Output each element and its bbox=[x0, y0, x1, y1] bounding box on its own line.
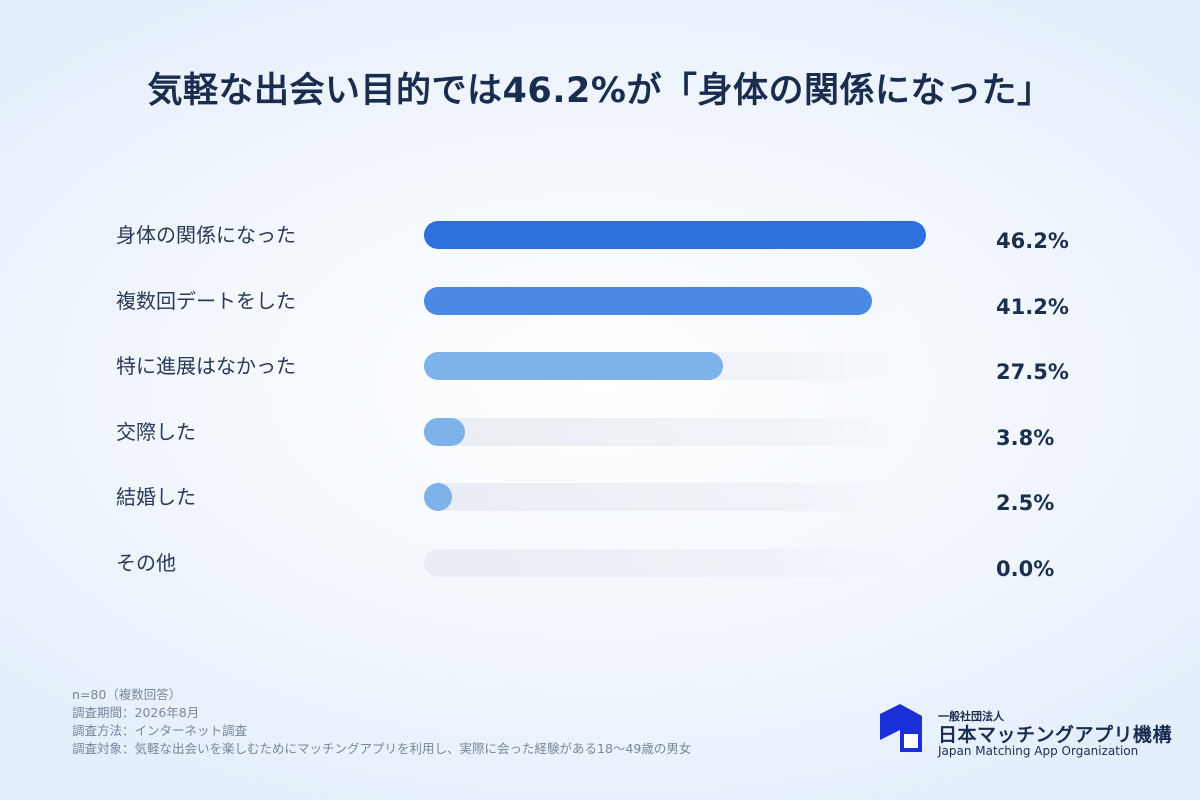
category-label: 複数回デートをした bbox=[116, 288, 296, 313]
survey-notes: n=80（複数回答） 調査期間：2026年8月 調査方法：インターネット調査 調… bbox=[72, 686, 691, 758]
note-survey-method: 調査方法：インターネット調査 bbox=[72, 723, 248, 738]
data-label: 3.8% bbox=[996, 425, 1055, 450]
data-label: 46.2% bbox=[996, 229, 1069, 253]
bar bbox=[424, 221, 926, 249]
logo-english-name: Japan Matching App Organization bbox=[938, 744, 1139, 758]
note-survey-target: 調査対象：気軽な出会いを楽しむためにマッチングアプリを利用し、実際に会った経験が… bbox=[72, 741, 692, 756]
bar bbox=[424, 483, 452, 512]
logo-name: 日本マッチングアプリ機構 bbox=[938, 724, 1173, 746]
category-label: その他 bbox=[116, 551, 176, 575]
bar bbox=[424, 417, 466, 446]
logo-subtitle: 一般社団法人 bbox=[938, 710, 1004, 723]
category-label: 身体の関係になった bbox=[116, 223, 296, 247]
category-label: 交際した bbox=[116, 419, 196, 444]
bar bbox=[424, 352, 723, 381]
note-sample-size: n=80（複数回答） bbox=[72, 687, 182, 702]
data-label: 41.2% bbox=[996, 294, 1069, 319]
category-label: 結婚した bbox=[116, 485, 196, 510]
bar-track bbox=[424, 549, 904, 577]
chart-title: 気軽な出会い目的では46.2%が「身体の関係になった」 bbox=[147, 71, 1053, 111]
category-label: 特に進展はなかった bbox=[116, 354, 296, 379]
data-label: 27.5% bbox=[996, 360, 1069, 385]
organization-logo: 一般社団法人 日本マッチングアプリ機構 Japan Matching App O… bbox=[876, 700, 1172, 760]
bar bbox=[424, 286, 872, 315]
organization-logo-mark-icon bbox=[880, 704, 922, 752]
data-label: 2.5% bbox=[996, 491, 1055, 516]
bar-track bbox=[424, 483, 904, 512]
bar-track bbox=[424, 417, 904, 446]
data-label: 0.0% bbox=[996, 557, 1055, 581]
note-survey-period: 調査期間：2026年8月 bbox=[72, 705, 200, 720]
